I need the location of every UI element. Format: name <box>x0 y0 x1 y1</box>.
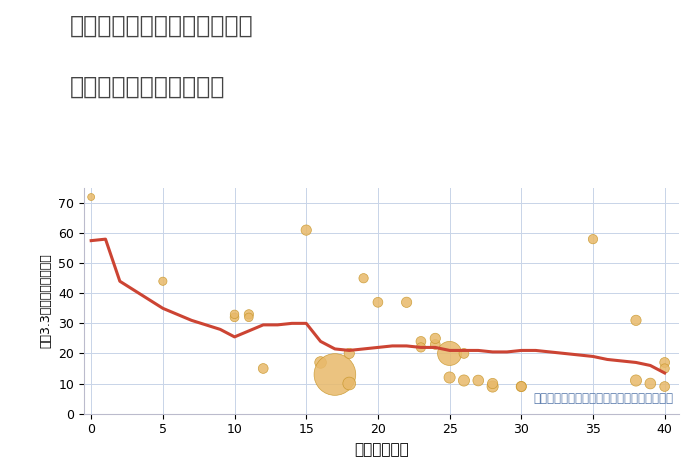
Y-axis label: 坪（3.3㎡）単価（万円）: 坪（3.3㎡）単価（万円） <box>40 253 52 348</box>
Point <box>430 335 441 342</box>
Point <box>344 350 355 357</box>
Point <box>430 341 441 348</box>
Point <box>415 337 426 345</box>
Point <box>473 377 484 384</box>
Point <box>516 383 527 390</box>
Text: 築年数別中古戸建て価格: 築年数別中古戸建て価格 <box>70 75 225 99</box>
Point <box>258 365 269 372</box>
Point <box>659 359 671 366</box>
Point <box>315 359 326 366</box>
Text: 兵庫県豊岡市出石町鍛冶屋の: 兵庫県豊岡市出石町鍛冶屋の <box>70 14 253 38</box>
Point <box>487 383 498 390</box>
Point <box>659 365 671 372</box>
Point <box>659 383 671 390</box>
Point <box>444 350 455 357</box>
Point <box>458 377 470 384</box>
Point <box>229 313 240 321</box>
Text: 円の大きさは、取引のあった物件面積を示す: 円の大きさは、取引のあった物件面積を示す <box>533 392 673 405</box>
Point <box>631 317 642 324</box>
Point <box>358 274 369 282</box>
Point <box>401 298 412 306</box>
Point <box>415 344 426 351</box>
Point <box>329 371 340 378</box>
Point <box>244 311 255 318</box>
Point <box>372 298 384 306</box>
Point <box>645 380 656 387</box>
Point <box>229 311 240 318</box>
Point <box>516 383 527 390</box>
Point <box>244 313 255 321</box>
Point <box>458 350 470 357</box>
Point <box>300 227 312 234</box>
Point <box>85 193 97 201</box>
Point <box>158 277 169 285</box>
Point <box>587 235 598 243</box>
Point <box>631 377 642 384</box>
Point <box>344 380 355 387</box>
X-axis label: 築年数（年）: 築年数（年） <box>354 442 409 457</box>
Point <box>444 374 455 381</box>
Point <box>487 380 498 387</box>
